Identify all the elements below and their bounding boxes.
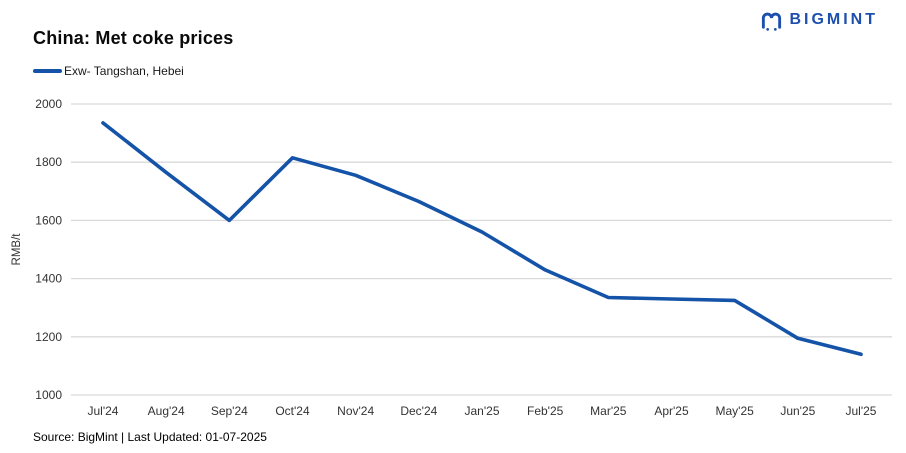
x-tick-label: Nov'24 — [337, 404, 374, 418]
y-axis-title: RMB/t — [11, 233, 23, 266]
legend: Exw- Tangshan, Hebei — [33, 64, 184, 78]
x-tick-label: Oct'24 — [275, 404, 310, 418]
x-tick-label: Sep'24 — [211, 404, 248, 418]
y-tick-label: 1800 — [35, 155, 62, 169]
x-tick-label: Apr'25 — [654, 404, 689, 418]
y-tick-label: 1200 — [35, 330, 62, 344]
source-note: Source: BigMint | Last Updated: 01-07-20… — [33, 430, 267, 444]
y-tick-label: 2000 — [35, 97, 62, 111]
bigmint-logo: BIGMINT — [760, 8, 878, 32]
x-tick-label: Jan'25 — [465, 404, 500, 418]
x-tick-label: Jul'25 — [846, 404, 877, 418]
y-tick-label: 1600 — [35, 213, 62, 227]
page-title: China: Met coke prices — [33, 28, 234, 48]
x-tick-label: Feb'25 — [527, 404, 564, 418]
legend-series-label: Exw- Tangshan, Hebei — [64, 64, 184, 78]
x-tick-label: May'25 — [716, 404, 755, 418]
x-tick-label: Aug'24 — [148, 404, 185, 418]
x-tick-label: Dec'24 — [400, 404, 437, 418]
y-tick-label: 1000 — [35, 388, 62, 402]
x-tick-label: Jun'25 — [780, 404, 815, 418]
x-tick-label: Jul'24 — [88, 404, 119, 418]
price-line — [101, 121, 863, 357]
legend-line-swatch — [33, 69, 62, 73]
y-tick-label: 1400 — [35, 272, 62, 286]
bigmint-logo-text: BIGMINT — [789, 11, 878, 28]
bigmint-logo-icon — [762, 12, 782, 31]
x-tick-label: Mar'25 — [590, 404, 627, 418]
